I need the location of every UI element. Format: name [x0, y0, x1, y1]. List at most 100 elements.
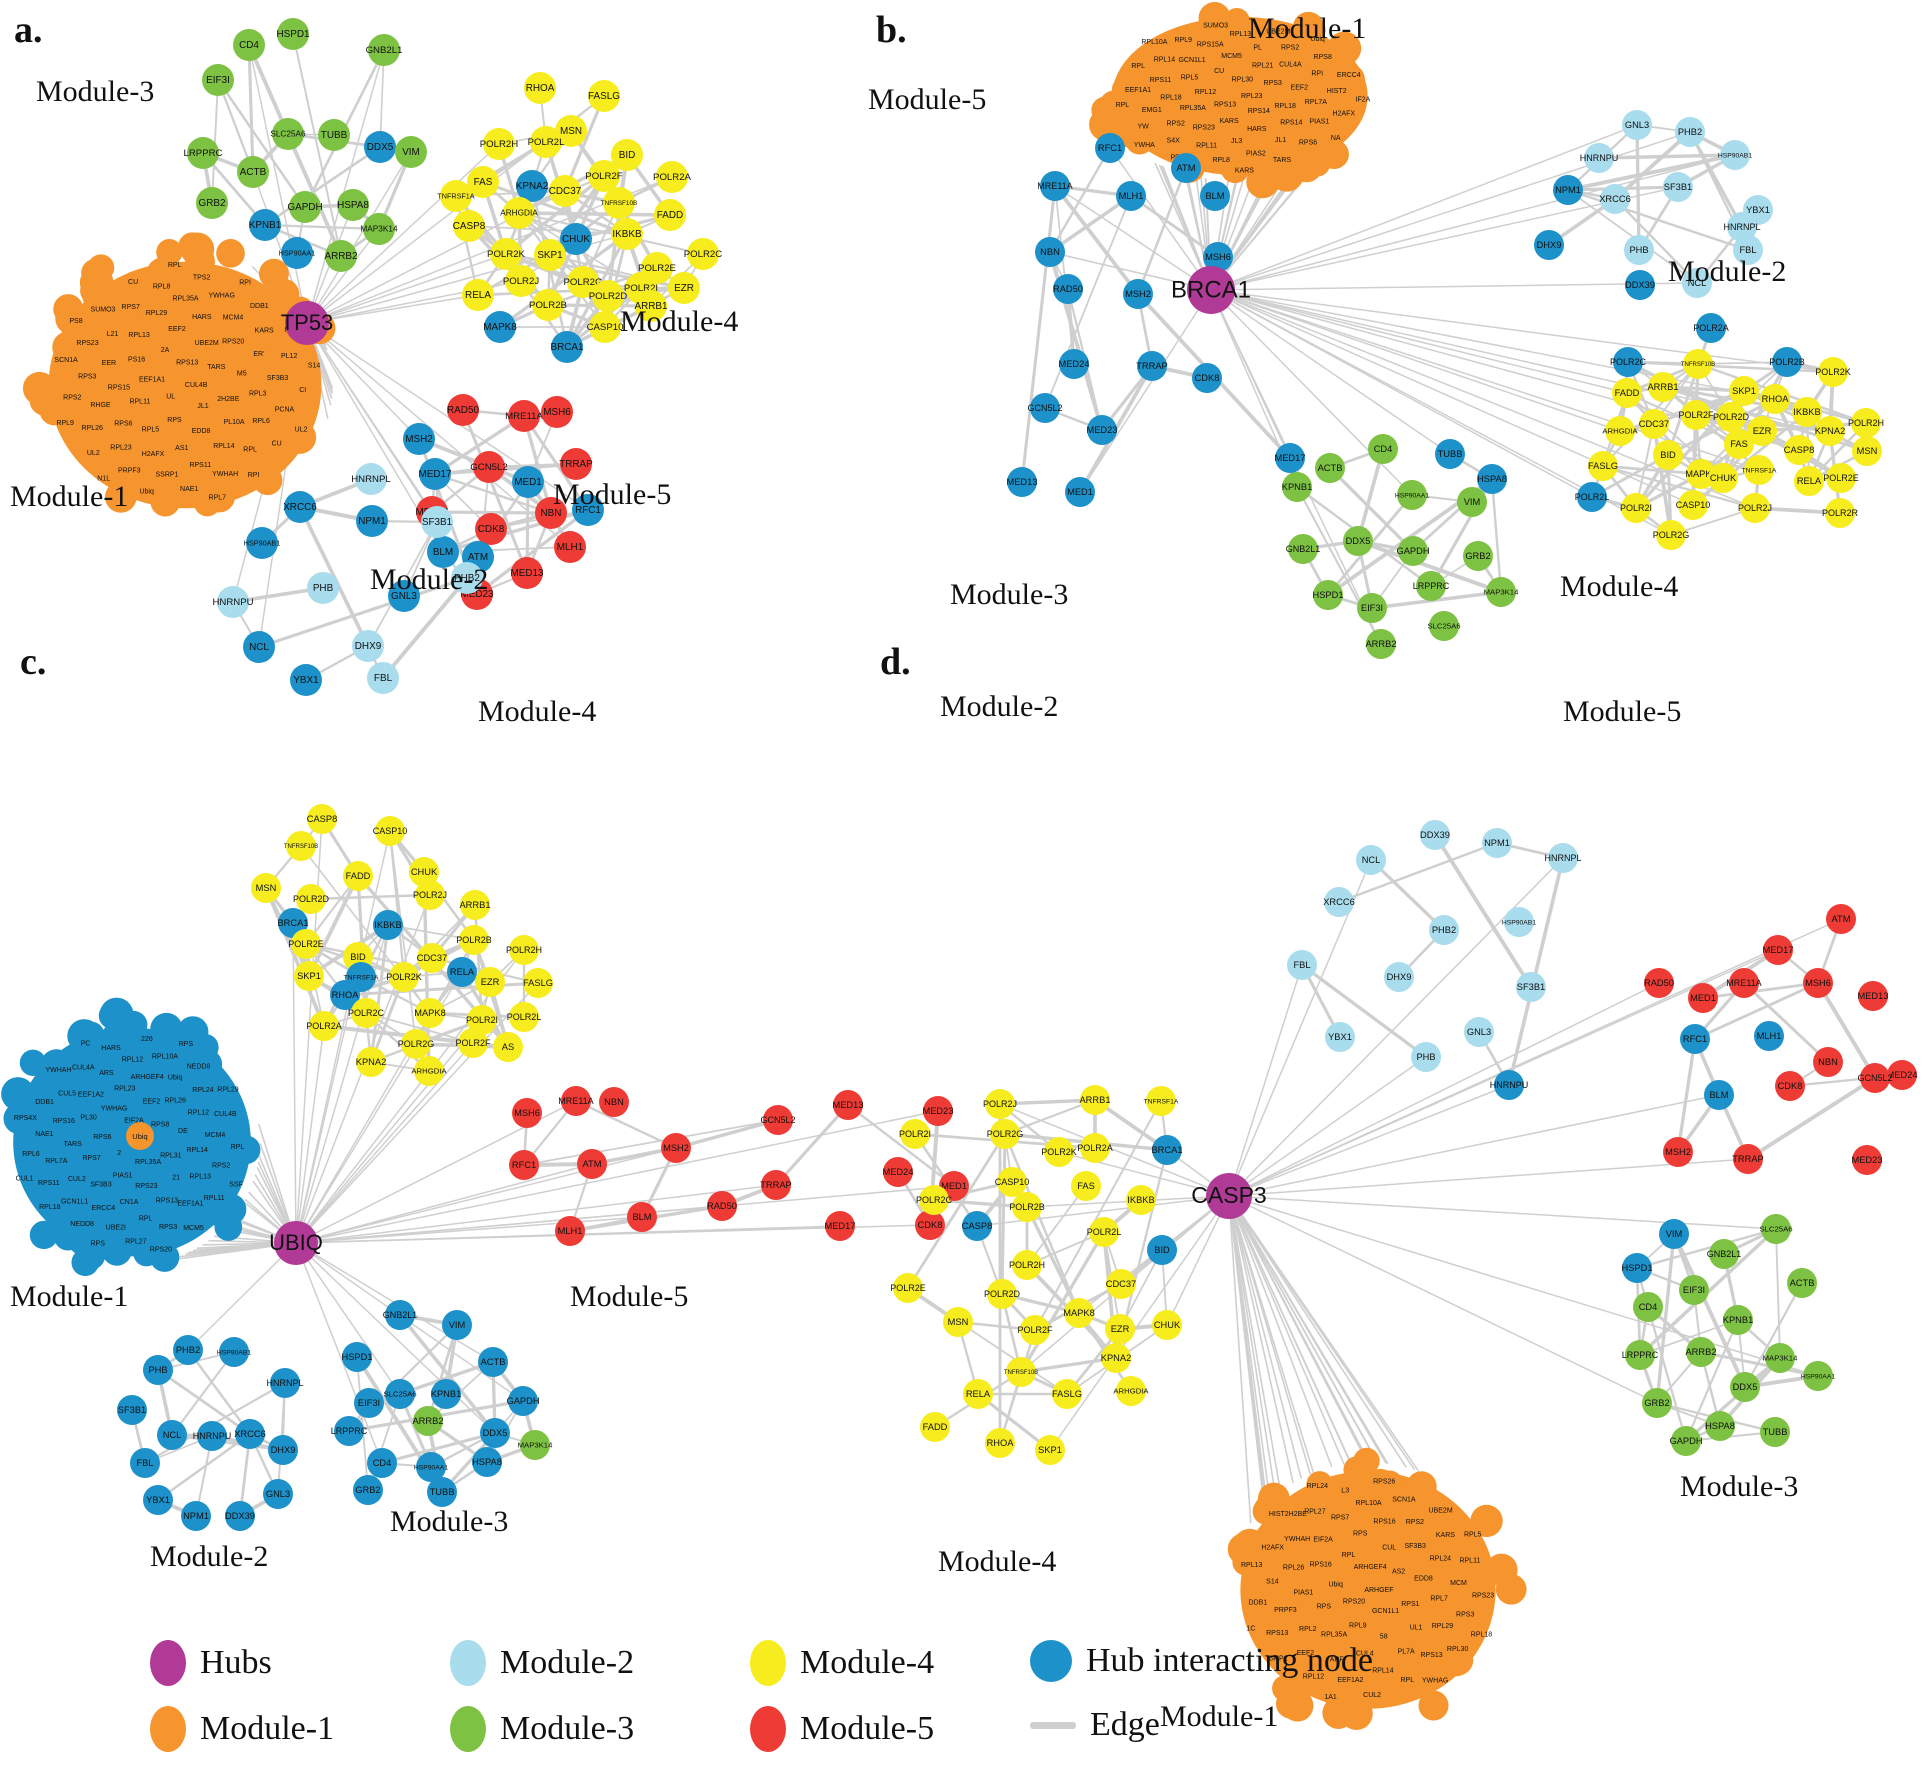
- node-circle[interactable]: [363, 213, 395, 245]
- network-node[interactable]: NBN: [535, 497, 567, 529]
- network-node[interactable]: CDC37: [1639, 409, 1669, 439]
- node-circle[interactable]: [337, 189, 369, 221]
- network-node[interactable]: POLR2R: [1822, 498, 1859, 528]
- module1-node[interactable]: [52, 331, 84, 364]
- network-node[interactable]: DDX39: [1625, 270, 1655, 300]
- node-circle[interactable]: [1696, 313, 1726, 343]
- module1-node[interactable]: [258, 258, 289, 289]
- node-circle[interactable]: [509, 1002, 539, 1032]
- module1-node[interactable]: [1231, 17, 1260, 47]
- network-node[interactable]: HSP90AA1: [1395, 480, 1429, 510]
- node-circle[interactable]: [1639, 409, 1669, 439]
- node-circle[interactable]: [1686, 1337, 1716, 1367]
- network-node[interactable]: HSP90AA1: [414, 1452, 448, 1482]
- network-node[interactable]: DHX9: [268, 1435, 298, 1465]
- node-circle[interactable]: [987, 1279, 1017, 1309]
- node-circle[interactable]: [1080, 1085, 1110, 1115]
- network-node[interactable]: MED17: [824, 1211, 856, 1241]
- module1-node[interactable]: [1177, 76, 1209, 108]
- node-circle[interactable]: [1325, 1022, 1355, 1052]
- hub-circle[interactable]: [274, 1221, 318, 1265]
- network-node[interactable]: DDX39: [225, 1501, 255, 1531]
- network-node[interactable]: POLR2C: [1610, 347, 1647, 377]
- module1-node[interactable]: [86, 1052, 114, 1081]
- node-circle[interactable]: [611, 139, 643, 171]
- node-circle[interactable]: [943, 1307, 973, 1337]
- node-circle[interactable]: [532, 289, 564, 321]
- node-circle[interactable]: [1729, 376, 1759, 406]
- module1-node[interactable]: [1232, 1548, 1260, 1576]
- module1-node[interactable]: [1320, 1587, 1353, 1620]
- node-circle[interactable]: [919, 1185, 949, 1215]
- network-node[interactable]: EZR: [475, 967, 505, 997]
- network-node[interactable]: MAPK8: [1063, 1298, 1095, 1328]
- node-circle[interactable]: [478, 1347, 508, 1377]
- network-node[interactable]: DDX5: [1343, 526, 1373, 556]
- network-node[interactable]: TNFRSF10B: [601, 187, 638, 219]
- node-circle[interactable]: [1577, 482, 1607, 512]
- network-node[interactable]: GCN5L2: [760, 1105, 796, 1135]
- node-circle[interactable]: [427, 1477, 457, 1507]
- module1-node[interactable]: [1292, 1613, 1322, 1643]
- node-circle[interactable]: [483, 128, 515, 160]
- network-node[interactable]: POLR2D: [293, 884, 330, 914]
- network-node[interactable]: NBN: [1035, 237, 1065, 267]
- module1-node[interactable]: [171, 291, 205, 326]
- network-node[interactable]: TRRAP: [1136, 351, 1168, 381]
- network-node[interactable]: FADD: [1612, 378, 1642, 408]
- network-node[interactable]: CASP8: [453, 210, 486, 242]
- network-node[interactable]: GNB2L1: [1286, 534, 1321, 564]
- network-node[interactable]: RFC1: [509, 1150, 539, 1180]
- network-node[interactable]: IKBKB: [373, 910, 403, 940]
- node-circle[interactable]: [354, 1388, 384, 1418]
- node-circle[interactable]: [893, 1273, 923, 1303]
- module1-node[interactable]: [104, 1104, 135, 1135]
- network-node[interactable]: HSP90AB1: [1502, 907, 1536, 937]
- node-circle[interactable]: [409, 857, 439, 887]
- network-node[interactable]: FADD: [920, 1412, 950, 1442]
- network-node[interactable]: HSP90AB1: [1718, 140, 1752, 170]
- network-node[interactable]: EIF3I: [1679, 1275, 1709, 1305]
- node-circle[interactable]: [417, 943, 447, 973]
- network-node[interactable]: MED23: [1086, 415, 1118, 445]
- network-node[interactable]: DHX9: [1384, 962, 1414, 992]
- network-node[interactable]: ARRB1: [1079, 1085, 1111, 1115]
- module1-node[interactable]: [1198, 1, 1231, 35]
- node-circle[interactable]: [1588, 451, 1618, 481]
- network-node[interactable]: POLR2B: [456, 925, 492, 955]
- node-circle[interactable]: [1147, 1235, 1177, 1265]
- module1-node[interactable]: [155, 1148, 189, 1182]
- module1-node[interactable]: [1321, 1666, 1351, 1695]
- node-circle[interactable]: [1137, 351, 1167, 381]
- network-node[interactable]: HNRNPU: [1490, 1070, 1529, 1100]
- node-circle[interactable]: [1584, 143, 1614, 173]
- module1-node[interactable]: [1124, 125, 1155, 155]
- network-node[interactable]: RELA: [1794, 466, 1824, 496]
- network-node[interactable]: ARHGDIA: [411, 1056, 447, 1086]
- node-circle[interactable]: [627, 1202, 657, 1232]
- module1-node[interactable]: [1363, 1661, 1397, 1695]
- node-circle[interactable]: [1723, 1305, 1753, 1335]
- node-circle[interactable]: [235, 1419, 265, 1449]
- network-node[interactable]: CASP8: [962, 1211, 993, 1241]
- module1-node[interactable]: [253, 383, 285, 415]
- module1-node[interactable]: [1304, 1521, 1333, 1551]
- node-circle[interactable]: [1733, 1144, 1763, 1174]
- node-circle[interactable]: [1089, 1217, 1119, 1247]
- node-circle[interactable]: [343, 861, 373, 891]
- network-node[interactable]: FASLG: [1052, 1379, 1082, 1409]
- node-circle[interactable]: [588, 160, 620, 192]
- node-circle[interactable]: [1463, 541, 1493, 571]
- node-circle[interactable]: [197, 1421, 227, 1451]
- network-node[interactable]: KPNA2: [1815, 416, 1846, 446]
- network-node[interactable]: MED1: [1688, 983, 1718, 1013]
- network-node[interactable]: NPM1: [1553, 175, 1583, 205]
- node-circle[interactable]: [472, 1447, 502, 1477]
- node-circle[interactable]: [1035, 1435, 1065, 1465]
- network-node[interactable]: FADD: [654, 199, 686, 231]
- module1-node[interactable]: [1293, 134, 1327, 169]
- node-circle[interactable]: [475, 513, 507, 545]
- network-node[interactable]: CDK8: [475, 513, 507, 545]
- node-circle[interactable]: [1064, 1298, 1094, 1328]
- node-circle[interactable]: [1625, 1340, 1655, 1370]
